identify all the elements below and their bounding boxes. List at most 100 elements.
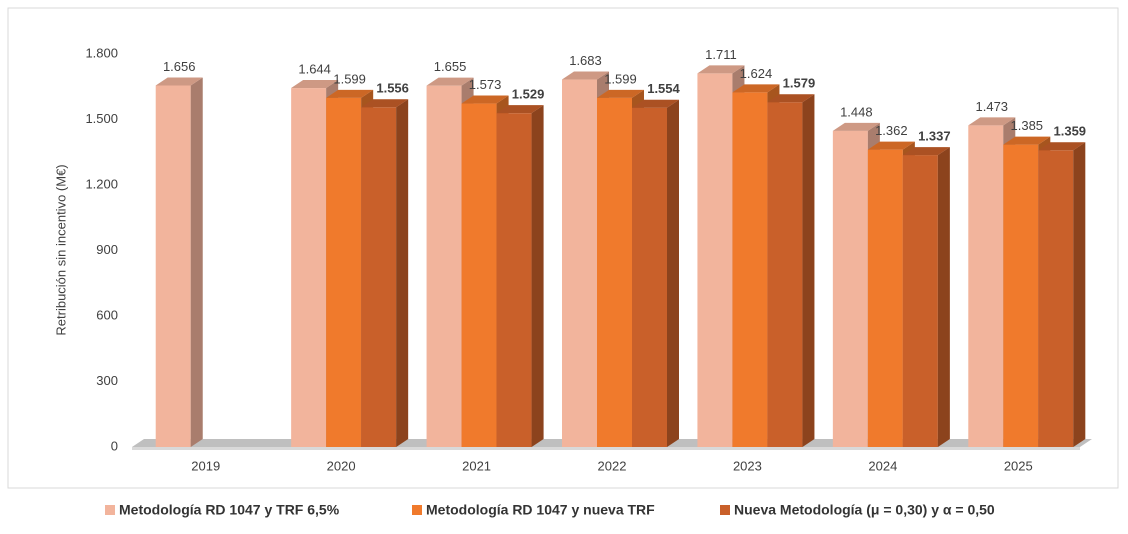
- bar-top: [1038, 142, 1086, 151]
- bar-side-shade: [190, 77, 203, 447]
- value-label: 1.385: [1011, 118, 1044, 133]
- value-label: 1.362: [875, 123, 908, 138]
- bar-top-shade: [767, 94, 815, 103]
- bar-front: [155, 85, 191, 447]
- bar-top-shade: [496, 105, 544, 114]
- bar-side-shade: [937, 147, 950, 448]
- bar-side-shade: [1073, 142, 1086, 447]
- bar-top-shade: [155, 77, 203, 86]
- bar-side-shade: [531, 105, 544, 447]
- value-label: 1.683: [569, 53, 602, 68]
- value-label: 1.359: [1054, 124, 1087, 139]
- bar-front: [767, 102, 803, 448]
- bar: [361, 99, 409, 448]
- bar-top: [326, 89, 374, 98]
- bar-top: [767, 94, 815, 103]
- bar-top-shade: [426, 77, 474, 86]
- bar-front: [902, 155, 938, 448]
- bar-front: [361, 107, 397, 448]
- x-tick-label: 2020: [327, 458, 356, 473]
- bar-top: [597, 89, 644, 98]
- bar: [155, 77, 203, 447]
- bar-top-shade: [291, 80, 339, 89]
- bar-top: [902, 147, 950, 156]
- value-label: 1.337: [918, 129, 951, 144]
- bar: [767, 94, 815, 448]
- bar-top-shade: [902, 147, 950, 156]
- bar-side: [190, 77, 203, 447]
- value-label: 1.711: [705, 47, 737, 62]
- bar-front: [832, 130, 868, 447]
- bar-front: [1003, 144, 1039, 447]
- bar-top-shade: [597, 89, 644, 98]
- bar-front: [867, 149, 903, 447]
- bar: [902, 147, 950, 448]
- y-tick-label: 600: [96, 307, 118, 322]
- bar-top-shade: [361, 99, 409, 108]
- y-axis-title: Retribución sin incentivo (M€): [53, 164, 68, 335]
- x-tick-label: 2022: [598, 458, 627, 473]
- value-label: 1.599: [333, 71, 366, 86]
- value-label: 1.473: [976, 99, 1009, 114]
- y-tick-label: 1.800: [85, 45, 118, 60]
- value-label: 1.656: [163, 59, 196, 74]
- bar-top-shade: [461, 95, 509, 104]
- legend-label: Metodología RD 1047 y TRF 6,5%: [119, 502, 340, 518]
- bar-top: [426, 77, 474, 86]
- value-label: 1.599: [604, 71, 637, 86]
- value-label: 1.655: [434, 59, 467, 74]
- chart-frame: [7, 7, 1119, 489]
- bar-top: [732, 84, 780, 93]
- bar-top: [1003, 136, 1051, 145]
- y-tick-label: 900: [96, 242, 118, 257]
- bar-front: [291, 88, 327, 447]
- bar: [496, 105, 544, 447]
- value-label: 1.644: [298, 61, 331, 76]
- bar-top-shade: [632, 99, 679, 108]
- bar-top: [461, 95, 509, 104]
- bar-side: [531, 105, 544, 447]
- bar-side: [1073, 142, 1086, 447]
- x-tick-label: 2019: [191, 458, 220, 473]
- bar-top: [562, 71, 609, 80]
- x-tick-label: 2023: [733, 458, 762, 473]
- y-tick-label: 300: [96, 373, 118, 388]
- bar-top: [155, 77, 203, 86]
- bar-side-shade: [802, 94, 815, 448]
- legend-label: Nueva Metodología (μ = 0,30) y α = 0,50: [734, 502, 995, 518]
- bar-front: [562, 79, 597, 448]
- bar-top-shade: [1038, 142, 1086, 151]
- bar-front: [597, 97, 632, 447]
- x-tick-label: 2024: [868, 458, 897, 473]
- bar-top: [832, 122, 880, 131]
- bar: [1038, 142, 1086, 447]
- y-tick-label: 1.500: [85, 111, 118, 126]
- bar-top: [632, 99, 679, 108]
- bar-top: [697, 65, 745, 74]
- bar-top-shade: [562, 71, 609, 80]
- bar-top: [867, 141, 915, 150]
- legend-swatch: [720, 505, 730, 515]
- x-tick-label: 2021: [462, 458, 491, 473]
- bar-top-shade: [867, 141, 915, 150]
- bar-top: [291, 80, 339, 89]
- bar-side: [396, 99, 409, 448]
- value-label: 1.556: [376, 81, 409, 96]
- bar-top-shade: [968, 117, 1016, 126]
- bar-side: [937, 147, 950, 448]
- legend-swatch: [105, 505, 115, 515]
- bar-front: [426, 85, 462, 448]
- bar-front: [697, 73, 733, 447]
- bar-front: [732, 92, 768, 447]
- legend-label: Metodología RD 1047 y nueva TRF: [426, 502, 655, 518]
- bar-top-shade: [832, 122, 880, 131]
- bar-front: [496, 113, 532, 447]
- bar-side-shade: [667, 99, 679, 448]
- value-label: 1.624: [740, 66, 773, 81]
- value-label: 1.579: [783, 76, 816, 91]
- bar-top-shade: [1003, 136, 1051, 145]
- y-tick-label: 0: [111, 438, 118, 453]
- value-label: 1.573: [469, 77, 502, 92]
- bar-side: [667, 99, 679, 448]
- bar-top-shade: [697, 65, 745, 74]
